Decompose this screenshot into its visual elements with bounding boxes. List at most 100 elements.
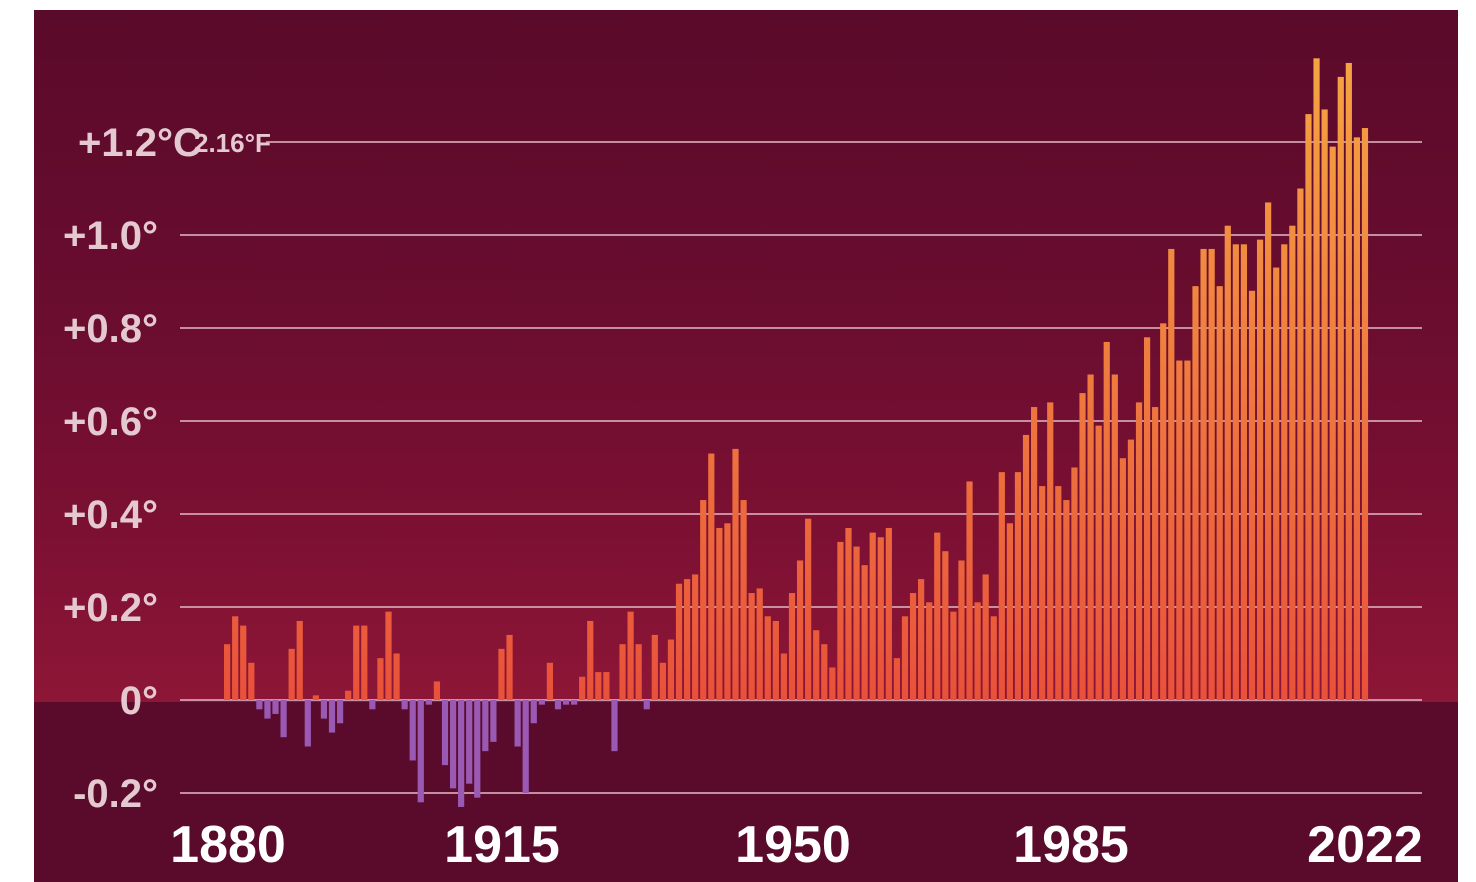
bar-1996	[1160, 323, 1167, 700]
bar-1978	[1014, 472, 1022, 700]
bar-1888	[288, 648, 295, 700]
bar-2014	[1305, 114, 1312, 701]
tick-labels: +1.2°C2.16°F +1.0° +0.8° +0.6° +0.4° +0.2° 0° -…	[63, 121, 1423, 874]
bar-1993	[1135, 402, 1143, 700]
bar-1987	[1087, 374, 1094, 700]
bar-1932	[643, 700, 650, 710]
y-tick-label: +1.0°	[63, 214, 158, 258]
bar-1880	[224, 644, 231, 700]
bar-1934	[659, 662, 666, 700]
bar-1892	[320, 700, 328, 719]
bar-1926	[595, 672, 602, 700]
bar-1918	[530, 700, 537, 724]
bar-1906	[433, 681, 441, 700]
bar-1984	[1063, 500, 1070, 700]
bar-1995	[1152, 407, 1159, 700]
bar-1897	[361, 625, 368, 700]
bar-1886	[272, 700, 279, 714]
bar-1889	[296, 620, 303, 700]
bar-2010	[1273, 267, 1280, 700]
bar-1975	[990, 616, 997, 700]
y-tick-label: -0.2°	[73, 772, 158, 816]
bar-1922	[562, 700, 570, 705]
bar-1980	[1031, 407, 1038, 700]
x-tick-label: 1915	[444, 816, 560, 874]
bar-1976	[998, 472, 1005, 700]
bar-1931	[635, 644, 642, 700]
bar-1972	[966, 481, 973, 700]
bar-1935	[667, 639, 675, 700]
bar-1965	[909, 593, 917, 700]
bar-1902	[401, 700, 408, 710]
bar-1998	[1176, 360, 1183, 700]
bar-1887	[280, 700, 287, 738]
bar-2016	[1321, 109, 1328, 700]
y-tick-label: +0.6°	[63, 400, 158, 444]
x-tick-label: 1950	[735, 816, 851, 874]
bar-1913	[490, 700, 497, 742]
bar-1898	[369, 700, 376, 710]
bar-1909	[458, 700, 465, 807]
x-tick-label: 1985	[1013, 816, 1129, 874]
bar-1944	[740, 500, 747, 700]
bar-1961	[877, 537, 884, 700]
y-tick-secondary-label: 2.16°F	[194, 128, 271, 158]
bar-1908	[449, 700, 457, 789]
bar-1994	[1143, 337, 1151, 700]
bar-1883	[248, 662, 255, 700]
bar-1884	[256, 700, 263, 710]
bar-1997	[1168, 248, 1175, 700]
bar-1923	[571, 700, 578, 705]
bar-2017	[1329, 146, 1336, 700]
bar-1963	[893, 658, 901, 700]
bar-1885	[264, 700, 271, 719]
bar-1982	[1047, 402, 1054, 700]
bar-1938	[692, 574, 699, 700]
bar-2020	[1353, 137, 1360, 701]
bar-1958	[853, 546, 860, 700]
bar-1903	[409, 700, 416, 761]
bar-1917	[522, 700, 529, 793]
bar-1962	[885, 527, 892, 700]
bar-1905	[425, 700, 432, 705]
temperature-anomaly-bar-chart: +1.2°C2.16°F +1.0° +0.8° +0.6° +0.4° +0.2° 0° -…	[34, 58, 1458, 882]
bar-1956	[837, 541, 844, 700]
bar-1950	[788, 593, 796, 700]
bar-1947	[764, 616, 771, 700]
bar-2013	[1297, 188, 1304, 700]
bar-1971	[958, 560, 965, 700]
bar-1954	[821, 644, 828, 700]
bar-1911	[474, 700, 481, 798]
bar-1927	[603, 672, 610, 700]
bar-1942	[724, 523, 731, 700]
x-tick-label: 1880	[170, 816, 286, 874]
bar-1940	[708, 453, 715, 700]
bar-1977	[1006, 523, 1013, 700]
bar-1981	[1039, 486, 1046, 700]
bar-2006	[1240, 244, 1248, 701]
bar-2008	[1256, 239, 1264, 700]
x-tick-label: 2022	[1307, 816, 1423, 874]
bar-2004	[1224, 225, 1231, 700]
bar-1949	[780, 653, 788, 700]
bar-1930	[627, 611, 634, 700]
bar-1891	[312, 695, 319, 700]
bar-1894	[336, 700, 344, 724]
bar-1939	[700, 500, 707, 700]
bar-1920	[546, 662, 553, 700]
bar-1948	[772, 620, 779, 700]
bar-1974	[982, 574, 989, 700]
bar-1893	[328, 700, 336, 733]
bar-1986	[1079, 393, 1086, 700]
bar-1900	[385, 611, 392, 700]
bar-1916	[514, 700, 521, 747]
bar-1990	[1111, 374, 1118, 700]
bar-1937	[683, 579, 691, 700]
bar-1915	[506, 634, 513, 700]
bar-2000	[1192, 286, 1199, 700]
bar-1895	[345, 690, 352, 700]
bar-1941	[716, 527, 723, 700]
bar-2003	[1216, 286, 1223, 700]
bar-1968	[934, 532, 941, 700]
bar-2021	[1361, 128, 1369, 701]
